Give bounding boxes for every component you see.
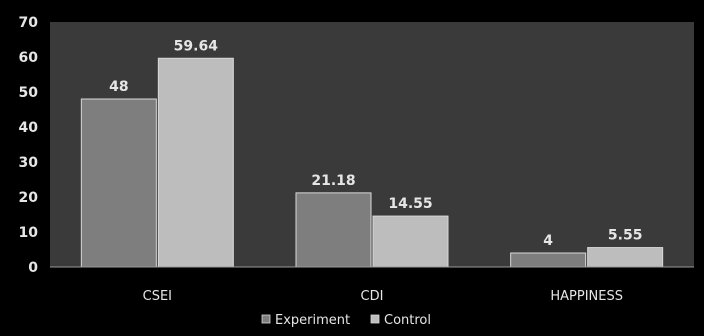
bar-control-happiness: [587, 247, 664, 268]
data-label: 5.55: [608, 228, 643, 244]
y-tick-label: 10: [19, 225, 39, 241]
data-label: 48: [109, 79, 128, 95]
y-tick-label: 70: [19, 15, 39, 31]
y-tick-label: 30: [19, 155, 39, 171]
y-tick-label: 40: [19, 120, 39, 136]
bar-experiment-happiness: [510, 252, 587, 268]
legend-swatch-experiment: [261, 314, 271, 324]
legend-label-control: Control: [384, 313, 431, 328]
data-label: 21.18: [311, 173, 355, 189]
legend: Experiment Control: [261, 313, 431, 328]
y-tick-label: 20: [19, 190, 39, 206]
bars-group: 48 59.64 21.18 14.55 4 5.55: [80, 38, 664, 268]
x-category-label: HAPPINESS: [550, 289, 623, 304]
data-label: 59.64: [174, 38, 219, 54]
bar-control-cdi: [372, 215, 449, 268]
y-tick-label: 60: [19, 50, 39, 66]
x-category-label: CDI: [361, 289, 384, 304]
bar-experiment-csei: [80, 98, 157, 268]
y-tick-label: 50: [19, 85, 39, 101]
x-category-label: CSEI: [143, 289, 172, 304]
bar-control-csei: [157, 57, 234, 268]
legend-swatch-control: [370, 314, 380, 324]
data-label: 14.55: [388, 196, 432, 212]
legend-label-experiment: Experiment: [275, 313, 350, 328]
x-axis: CSEI CDI HAPPINESS: [50, 266, 694, 304]
data-label: 4: [543, 233, 553, 249]
y-axis: 0 10 20 30 40 50 60 70: [19, 15, 39, 276]
bar-experiment-cdi: [295, 192, 372, 268]
plot-area: [50, 22, 694, 267]
y-tick-label: 0: [28, 260, 38, 276]
